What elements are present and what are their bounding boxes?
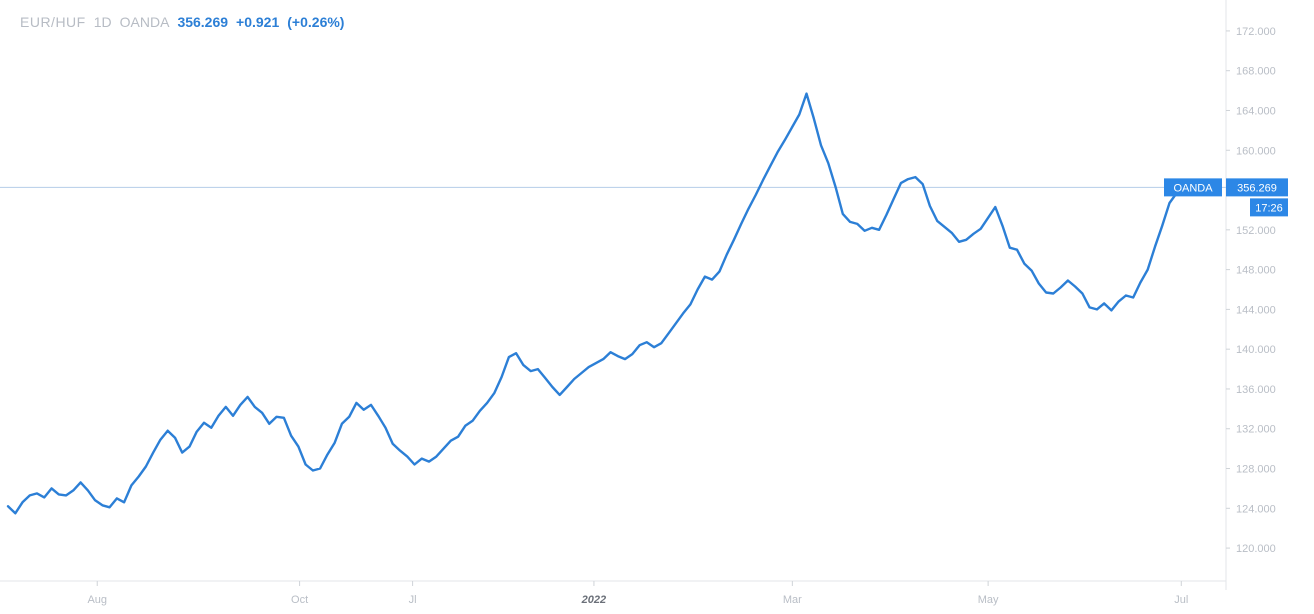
x-tick-label: May [978,594,999,606]
y-tick-label: 164.000 [1236,105,1276,117]
chart-legend: EUR/HUF 1D OANDA 356.269 +0.921 (+0.26%) [20,14,344,30]
y-tick-label: 168.000 [1236,66,1276,78]
y-tick-label: 132.000 [1236,424,1276,436]
x-tick-label: Aug [87,594,107,606]
y-tick-label: 160.000 [1236,145,1276,157]
price-change-percent: (+0.26%) [287,14,345,30]
y-tick-label: 148.000 [1236,265,1276,277]
source-label: OANDA [119,14,170,30]
y-tick-label: 124.000 [1236,503,1276,515]
x-tick-label: 2022 [581,594,606,606]
countdown-tag [1250,198,1288,217]
price-change: +0.921 [236,14,280,30]
x-tick-label: Oct [291,594,308,606]
y-tick-label: 172.000 [1236,26,1276,38]
x-tick-label: Jl [409,594,417,606]
y-tick-label: 120.000 [1236,543,1276,555]
price-tag-label: 356.269 [1237,182,1277,194]
last-price: 356.269 [177,14,229,30]
price-tag [1226,178,1288,197]
symbol-label[interactable]: EUR/HUF [20,14,86,30]
y-tick-label: 136.000 [1236,384,1276,396]
y-tick-label: 128.000 [1236,464,1276,476]
source-tag-label: OANDA [1173,182,1213,194]
x-tick-label: Mar [783,594,802,606]
y-tick-label: 140.000 [1236,344,1276,356]
y-tick-label: 152.000 [1236,225,1276,237]
source-tag [1164,178,1222,197]
x-tick-label: Jul [1174,594,1188,606]
countdown-label: 17:26 [1255,202,1283,214]
interval-label[interactable]: 1D [93,14,112,30]
price-line-series[interactable] [6,92,1186,515]
y-tick-label: 144.000 [1236,304,1276,316]
